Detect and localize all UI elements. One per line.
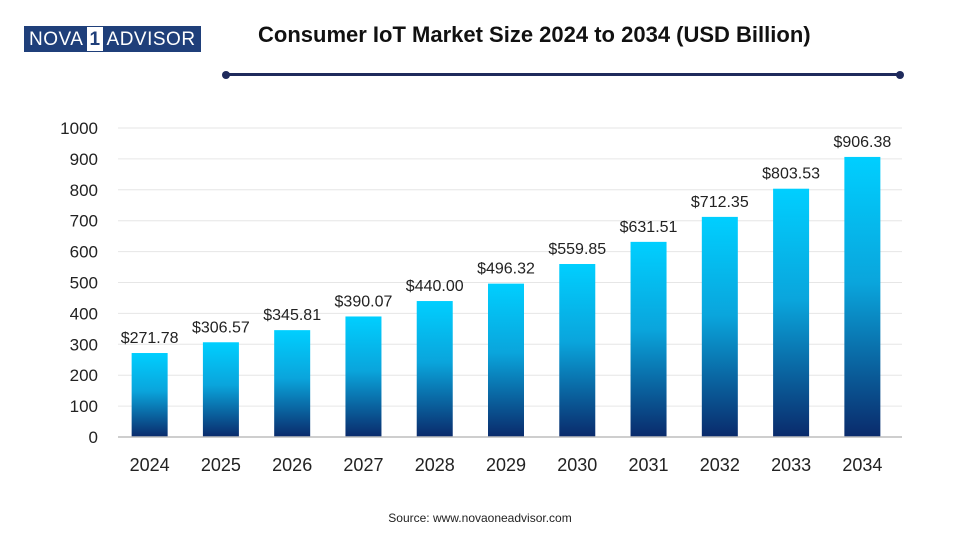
x-tick-label: 2025 xyxy=(201,455,241,475)
bar-2026 xyxy=(274,330,310,437)
x-tick-label: 2034 xyxy=(842,455,882,475)
x-tick-label: 2027 xyxy=(343,455,383,475)
bar-2033 xyxy=(773,189,809,437)
y-tick-label: 100 xyxy=(70,397,98,416)
source-note: Source: www.novaoneadvisor.com xyxy=(0,511,960,525)
x-tick-label: 2030 xyxy=(557,455,597,475)
bar-2029 xyxy=(488,284,524,437)
bar-2025 xyxy=(203,342,239,437)
x-tick-label: 2029 xyxy=(486,455,526,475)
y-tick-label: 300 xyxy=(70,335,98,354)
x-tick-label: 2028 xyxy=(415,455,455,475)
data-label: $271.78 xyxy=(121,330,179,347)
bar-2030 xyxy=(559,264,595,437)
bar-2028 xyxy=(417,301,453,437)
y-tick-label: 900 xyxy=(70,150,98,169)
data-label: $496.32 xyxy=(477,261,535,278)
data-label: $906.38 xyxy=(833,134,891,151)
bar-2024 xyxy=(132,353,168,437)
bars xyxy=(132,157,881,437)
bar-2027 xyxy=(345,316,381,437)
x-axis-ticks: 2024 2025 2026 2027 2028 2029 2030 2031 2032 2033… xyxy=(130,455,883,475)
data-label: $712.35 xyxy=(691,194,749,211)
data-label: $631.51 xyxy=(620,219,678,236)
x-tick-label: 2033 xyxy=(771,455,811,475)
y-tick-label: 600 xyxy=(70,243,98,262)
y-tick-label: 400 xyxy=(70,304,98,323)
x-tick-label: 2026 xyxy=(272,455,312,475)
y-tick-label: 0 xyxy=(89,428,98,447)
bar-2031 xyxy=(631,242,667,437)
data-label: $390.07 xyxy=(335,293,393,310)
y-tick-label: 500 xyxy=(70,274,98,293)
x-tick-label: 2032 xyxy=(700,455,740,475)
y-tick-label: 200 xyxy=(70,366,98,385)
data-label: $559.85 xyxy=(548,241,606,258)
data-label: $440.00 xyxy=(406,278,464,295)
data-label: $345.81 xyxy=(263,307,321,324)
x-tick-label: 2031 xyxy=(629,455,669,475)
y-tick-label: 1000 xyxy=(60,119,98,138)
data-label: $306.57 xyxy=(192,319,250,336)
y-tick-label: 700 xyxy=(70,212,98,231)
y-tick-label: 800 xyxy=(70,181,98,200)
y-axis-ticks: 0 100 200 300 400 500 600 700 800 900 1000 xyxy=(60,119,98,447)
bar-2032 xyxy=(702,217,738,437)
data-label: $803.53 xyxy=(762,166,820,183)
bar-2034 xyxy=(844,157,880,437)
x-tick-label: 2024 xyxy=(130,455,170,475)
